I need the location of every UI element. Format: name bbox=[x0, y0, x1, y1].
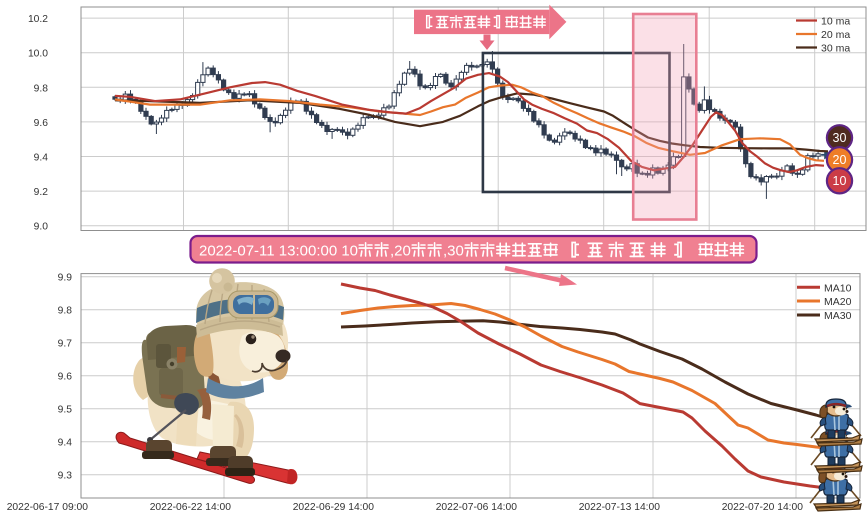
svg-text:9.2: 9.2 bbox=[34, 187, 49, 198]
svg-text:9.0: 9.0 bbox=[34, 222, 49, 233]
svg-text:9.8: 9.8 bbox=[34, 83, 49, 94]
svg-text:2022-06-29 14:00: 2022-06-29 14:00 bbox=[293, 502, 375, 513]
svg-text:10.0: 10.0 bbox=[28, 49, 48, 60]
svg-text:30: 30 bbox=[833, 131, 847, 145]
svg-text:2022-07-20 14:00: 2022-07-20 14:00 bbox=[722, 502, 804, 513]
svg-text:MA30: MA30 bbox=[824, 310, 852, 322]
svg-text:9.6: 9.6 bbox=[58, 372, 73, 383]
svg-text:,30: ,30 bbox=[443, 243, 464, 260]
svg-text:9.9: 9.9 bbox=[58, 273, 73, 284]
svg-text:20 ma: 20 ma bbox=[821, 29, 850, 41]
svg-text:9.7: 9.7 bbox=[58, 339, 73, 350]
svg-text:30 ma: 30 ma bbox=[821, 43, 850, 55]
svg-text:2022-06-17 09:00: 2022-06-17 09:00 bbox=[7, 502, 89, 513]
svg-text:9.4: 9.4 bbox=[58, 438, 73, 449]
svg-text:20: 20 bbox=[833, 153, 847, 167]
svg-text:10.2: 10.2 bbox=[28, 14, 48, 25]
svg-text:9.8: 9.8 bbox=[58, 306, 73, 317]
svg-text:9.5: 9.5 bbox=[58, 405, 73, 416]
svg-text:2022-07-11 13:00:00 10: 2022-07-11 13:00:00 10 bbox=[199, 243, 358, 260]
svg-text:,20: ,20 bbox=[390, 243, 411, 260]
svg-text:MA20: MA20 bbox=[824, 296, 852, 308]
svg-text:9.6: 9.6 bbox=[34, 118, 49, 129]
svg-text:9.3: 9.3 bbox=[58, 471, 73, 482]
svg-text:2022-07-13 14:00: 2022-07-13 14:00 bbox=[579, 502, 661, 513]
svg-text:2022-07-06 14:00: 2022-07-06 14:00 bbox=[436, 502, 518, 513]
svg-text:10 ma: 10 ma bbox=[821, 16, 850, 28]
svg-text:2022-06-22 14:00: 2022-06-22 14:00 bbox=[150, 502, 232, 513]
svg-text:9.4: 9.4 bbox=[34, 153, 49, 164]
svg-text:MA10: MA10 bbox=[824, 282, 852, 294]
svg-text:10: 10 bbox=[833, 174, 847, 188]
